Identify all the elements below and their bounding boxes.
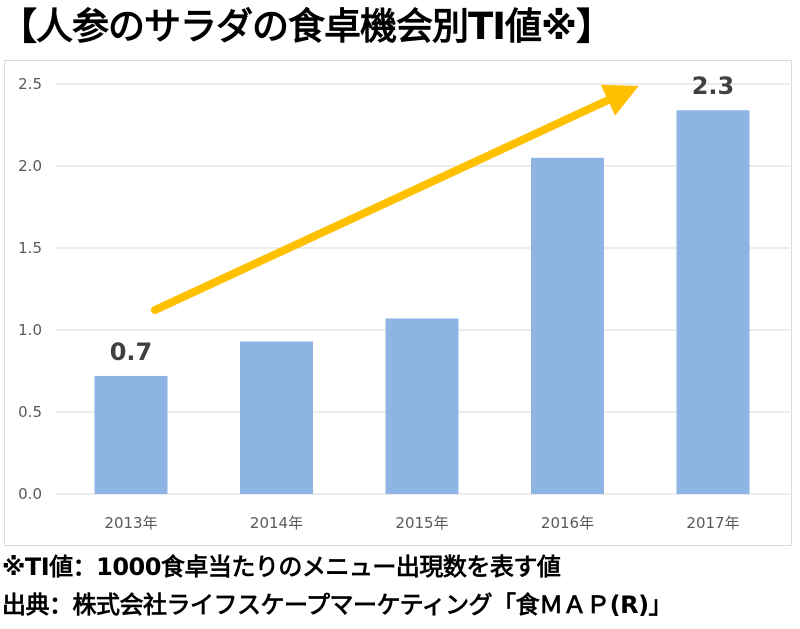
x-tick-label: 2015年 bbox=[395, 514, 448, 532]
data-label: 0.7 bbox=[110, 338, 153, 366]
bar-chart: 0.0 0.5 1.0 1.5 2.0 2.5 2013年 0.7 2014年 2015年 2016… bbox=[18, 72, 790, 532]
chart-title: 【人参のサラダの食卓機会別TI値※】 bbox=[0, 5, 613, 48]
bar-2017年 bbox=[676, 110, 750, 495]
y-tick-label: 1.5 bbox=[18, 239, 42, 257]
y-tick-label: 2.5 bbox=[18, 75, 42, 93]
bar-2016年 bbox=[531, 157, 604, 495]
footnote-ti-definition: ※TI値：1000食卓当たりのメニュー出現数を表す値 bbox=[2, 553, 561, 581]
y-tick-label: 1.0 bbox=[18, 321, 42, 339]
y-tick-label: 2.0 bbox=[18, 157, 42, 175]
y-tick-label: 0.0 bbox=[18, 485, 42, 503]
bar-2015年 bbox=[385, 318, 459, 494]
x-tick-label: 2017年 bbox=[686, 514, 739, 532]
bar-2013年 bbox=[94, 375, 168, 494]
trend-arrow-shaft bbox=[151, 92, 621, 314]
data-label: 2.3 bbox=[692, 72, 735, 100]
x-tick-label: 2016年 bbox=[541, 514, 594, 532]
footnote-source: 出典：株式会社ライフスケープマーケティング「食ＭＡＰ(R)」 bbox=[2, 591, 673, 619]
x-tick-label: 2014年 bbox=[250, 514, 303, 532]
trend-arrow-head bbox=[600, 84, 639, 116]
y-tick-label: 0.5 bbox=[18, 403, 42, 421]
x-tick-label: 2013年 bbox=[104, 514, 157, 532]
bar-2014年 bbox=[240, 341, 313, 494]
